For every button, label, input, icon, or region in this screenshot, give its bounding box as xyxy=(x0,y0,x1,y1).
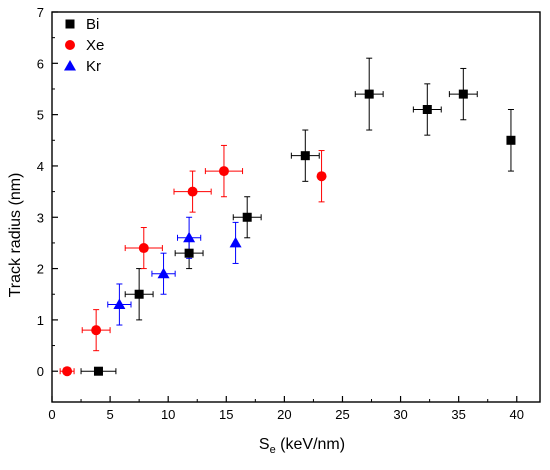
bi-data-point xyxy=(93,366,103,376)
xe-data-point xyxy=(138,243,149,254)
bi-data-point xyxy=(300,151,310,161)
y-tick-label: 6 xyxy=(37,56,44,71)
legend-bi-label: Bi xyxy=(86,16,99,33)
x-tick-label: 30 xyxy=(393,407,407,422)
kr-data-point xyxy=(183,231,196,243)
x-tick-label: 15 xyxy=(219,407,233,422)
bi-data-point xyxy=(422,105,432,114)
y-tick-label: 0 xyxy=(37,364,44,379)
axes xyxy=(51,11,541,403)
bi-data-point xyxy=(458,89,468,99)
y-axis-label: Track radius (nm) xyxy=(7,173,24,298)
error-bars xyxy=(59,57,514,375)
xe-data-point xyxy=(91,325,102,336)
plot-frame xyxy=(51,11,541,403)
bi-data-point xyxy=(134,289,144,299)
y-tick-label: 5 xyxy=(37,108,44,123)
legend-kr-marker xyxy=(64,60,76,71)
legend-kr-label: Kr xyxy=(86,58,101,75)
legend-bi-marker xyxy=(65,19,75,29)
bi-data-point xyxy=(184,248,194,258)
kr-data-point xyxy=(229,236,242,248)
x-axis-label-units: (keV/nm) xyxy=(276,436,345,453)
y-tick-label: 4 xyxy=(37,159,44,174)
y-tick-label: 7 xyxy=(37,5,44,20)
xe-data-point xyxy=(62,366,73,377)
x-axis-label-main: S xyxy=(259,436,270,453)
x-tick-label: 10 xyxy=(161,407,175,422)
x-tick-label: 25 xyxy=(335,407,349,422)
xe-data-point xyxy=(187,186,198,197)
x-axis-label-subscript: e xyxy=(270,444,276,456)
kr-data-point xyxy=(157,267,170,279)
legend: Bi Xe Kr xyxy=(64,16,104,75)
legend-xe-marker xyxy=(65,40,75,50)
bi-data-point xyxy=(364,89,374,99)
bi-data-point xyxy=(506,135,516,145)
data-points xyxy=(62,89,516,377)
xe-data-point xyxy=(316,171,327,182)
x-tick-label: 35 xyxy=(451,407,465,422)
tick-marks xyxy=(51,11,518,402)
x-tick-label: 0 xyxy=(48,407,55,422)
tick-labels: 0 5 10 15 20 25 30 35 40 0 1 2 3 4 5 6 7 xyxy=(37,5,524,422)
x-tick-label: 20 xyxy=(277,407,291,422)
bi-data-point xyxy=(242,212,252,222)
x-axis-label: Se (keV/nm) xyxy=(259,436,345,456)
x-tick-label: 5 xyxy=(106,407,113,422)
kr-data-point xyxy=(113,298,126,309)
x-tick-label: 40 xyxy=(510,407,524,422)
xe-data-point xyxy=(218,166,229,177)
y-tick-label: 1 xyxy=(37,313,44,328)
y-tick-label: 3 xyxy=(37,210,44,225)
legend-xe-label: Xe xyxy=(86,37,104,54)
y-tick-label: 2 xyxy=(37,262,44,277)
